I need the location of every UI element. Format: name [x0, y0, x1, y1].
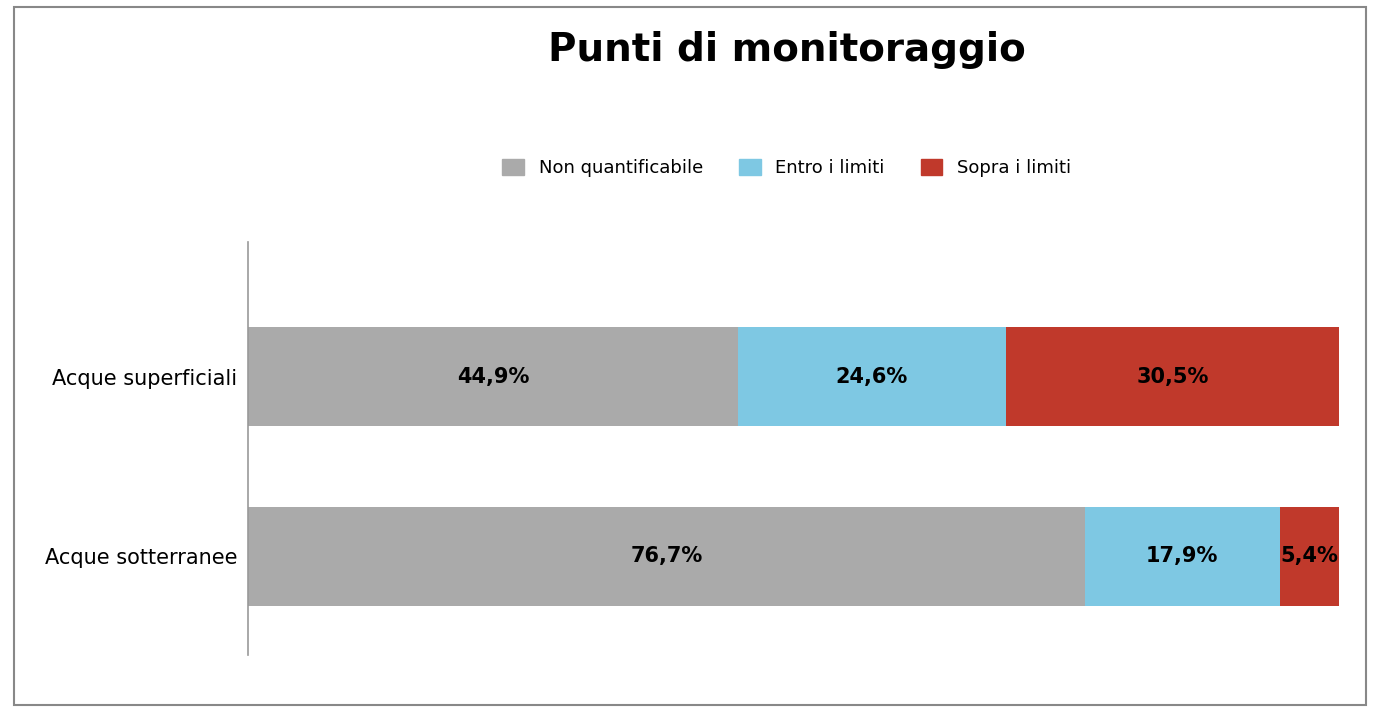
Text: 30,5%: 30,5% [1136, 367, 1209, 387]
Bar [248, 328, 738, 426]
Text: 76,7%: 76,7% [631, 546, 702, 566]
Bar [1279, 507, 1339, 606]
Bar [1085, 507, 1279, 606]
Text: 24,6%: 24,6% [836, 367, 908, 387]
Text: 17,9%: 17,9% [1145, 546, 1219, 566]
Bar [248, 507, 1085, 606]
Bar [738, 328, 1006, 426]
Legend: Non quantificabile, Entro i limiti, Sopra i limiti: Non quantificabile, Entro i limiti, Sopr… [495, 152, 1078, 184]
Text: 5,4%: 5,4% [1281, 546, 1339, 566]
Text: Punti di monitoraggio: Punti di monitoraggio [548, 31, 1025, 69]
Bar [1006, 328, 1339, 426]
Text: 44,9%: 44,9% [457, 367, 530, 387]
